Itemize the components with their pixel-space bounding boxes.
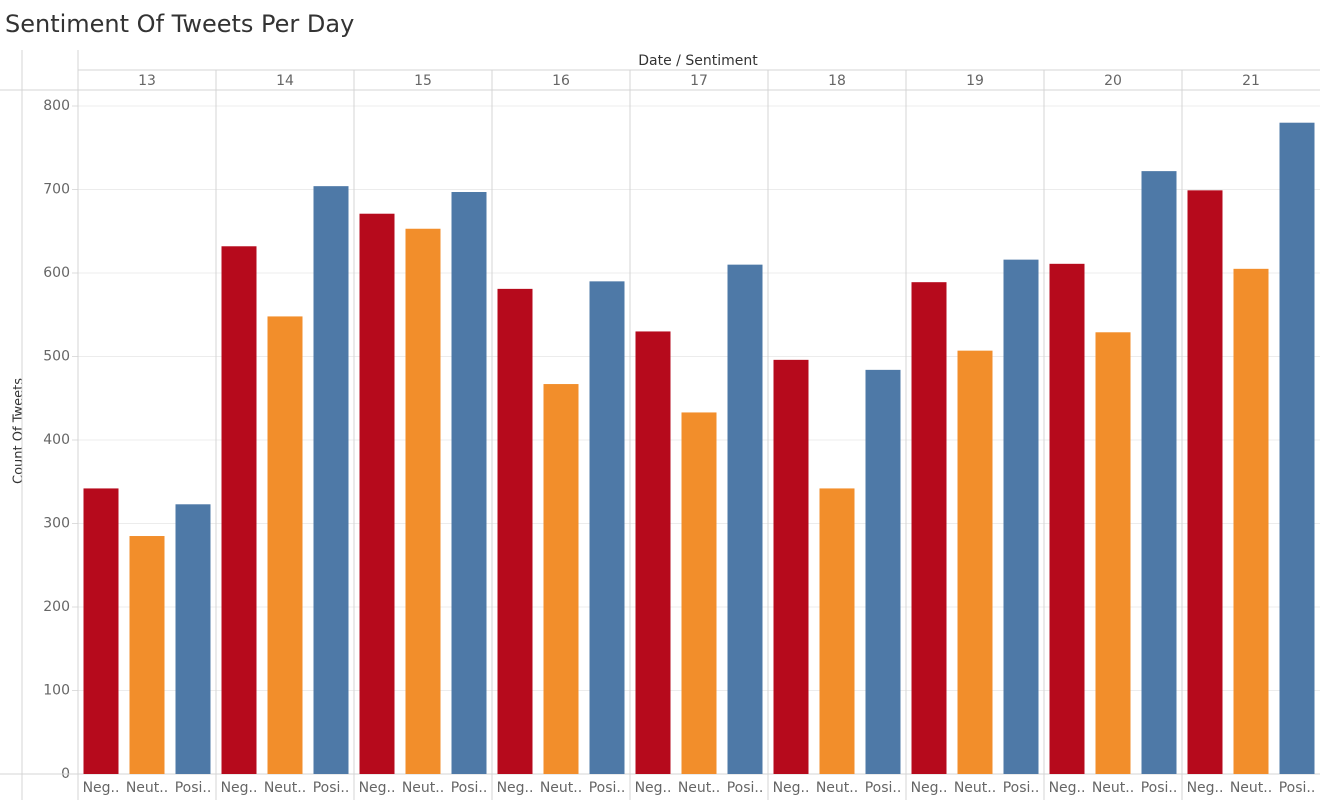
bar (865, 369, 901, 774)
bar (1141, 171, 1177, 774)
bar (1003, 259, 1039, 774)
sentiment-label: Neut.. (126, 780, 168, 796)
day-label: 13 (138, 73, 156, 89)
y-tick-label: 600 (43, 265, 70, 281)
bar (543, 384, 579, 774)
sentiment-label: Neg.. (1187, 780, 1224, 796)
sentiment-label: Posi.. (865, 780, 902, 796)
bar (589, 281, 625, 774)
bar (635, 331, 671, 774)
bar (819, 488, 855, 774)
sentiment-label: Neg.. (497, 780, 534, 796)
sentiment-label: Neut.. (540, 780, 582, 796)
sentiment-label: Posi.. (727, 780, 764, 796)
sentiment-label: Neg.. (221, 780, 258, 796)
sentiment-label: Neg.. (773, 780, 810, 796)
sentiment-label: Neut.. (1230, 780, 1272, 796)
sentiment-label: Neg.. (635, 780, 672, 796)
bar (1279, 122, 1315, 774)
sentiment-label: Neg.. (359, 780, 396, 796)
sentiment-label: Neut.. (264, 780, 306, 796)
bar (773, 359, 809, 774)
day-label: 14 (276, 73, 294, 89)
sentiment-label: Neut.. (402, 780, 444, 796)
bar (727, 264, 763, 774)
sentiment-label: Posi.. (313, 780, 350, 796)
bar (83, 488, 119, 774)
bar (451, 192, 487, 774)
sentiment-label: Posi.. (589, 780, 626, 796)
sentiment-label: Neg.. (1049, 780, 1086, 796)
y-tick-label: 700 (43, 182, 70, 198)
sentiment-label: Neut.. (1092, 780, 1134, 796)
bar (405, 228, 441, 774)
sentiment-label: Neg.. (911, 780, 948, 796)
y-tick-label: 400 (43, 432, 70, 448)
y-tick-label: 300 (43, 516, 70, 532)
y-axis-label: Count Of Tweets (12, 378, 27, 484)
sentiment-label: Neut.. (816, 780, 858, 796)
chart-title: Sentiment Of Tweets Per Day (5, 10, 354, 38)
bar (1095, 332, 1131, 774)
sentiment-label: Posi.. (1279, 780, 1316, 796)
day-label: 21 (1242, 73, 1260, 89)
y-tick-label: 200 (43, 599, 70, 615)
header-label: Date / Sentiment (638, 53, 758, 69)
sentiment-label: Neut.. (678, 780, 720, 796)
day-label: 18 (828, 73, 846, 89)
sentiment-label: Posi.. (1003, 780, 1040, 796)
bar (497, 288, 533, 774)
bar (911, 282, 947, 774)
bar (129, 536, 165, 774)
sentiment-label: Posi.. (1141, 780, 1178, 796)
bar (1187, 190, 1223, 774)
bar (957, 350, 993, 774)
day-label: 15 (414, 73, 432, 89)
day-label: 17 (690, 73, 708, 89)
y-tick-label: 100 (43, 683, 70, 699)
sentiment-label: Neut.. (954, 780, 996, 796)
bar (175, 504, 211, 774)
sentiment-label: Posi.. (451, 780, 488, 796)
sentiment-label: Posi.. (175, 780, 212, 796)
y-tick-label: 500 (43, 349, 70, 365)
bar (681, 412, 717, 774)
bar (267, 316, 303, 774)
bar (1049, 263, 1085, 774)
y-tick-label: 800 (43, 98, 70, 114)
day-label: 19 (966, 73, 984, 89)
day-label: 16 (552, 73, 570, 89)
bar (221, 246, 257, 774)
sentiment-label: Neg.. (83, 780, 120, 796)
bar (313, 186, 349, 774)
bar (1233, 268, 1269, 774)
bar (359, 213, 395, 775)
day-label: 20 (1104, 73, 1122, 89)
